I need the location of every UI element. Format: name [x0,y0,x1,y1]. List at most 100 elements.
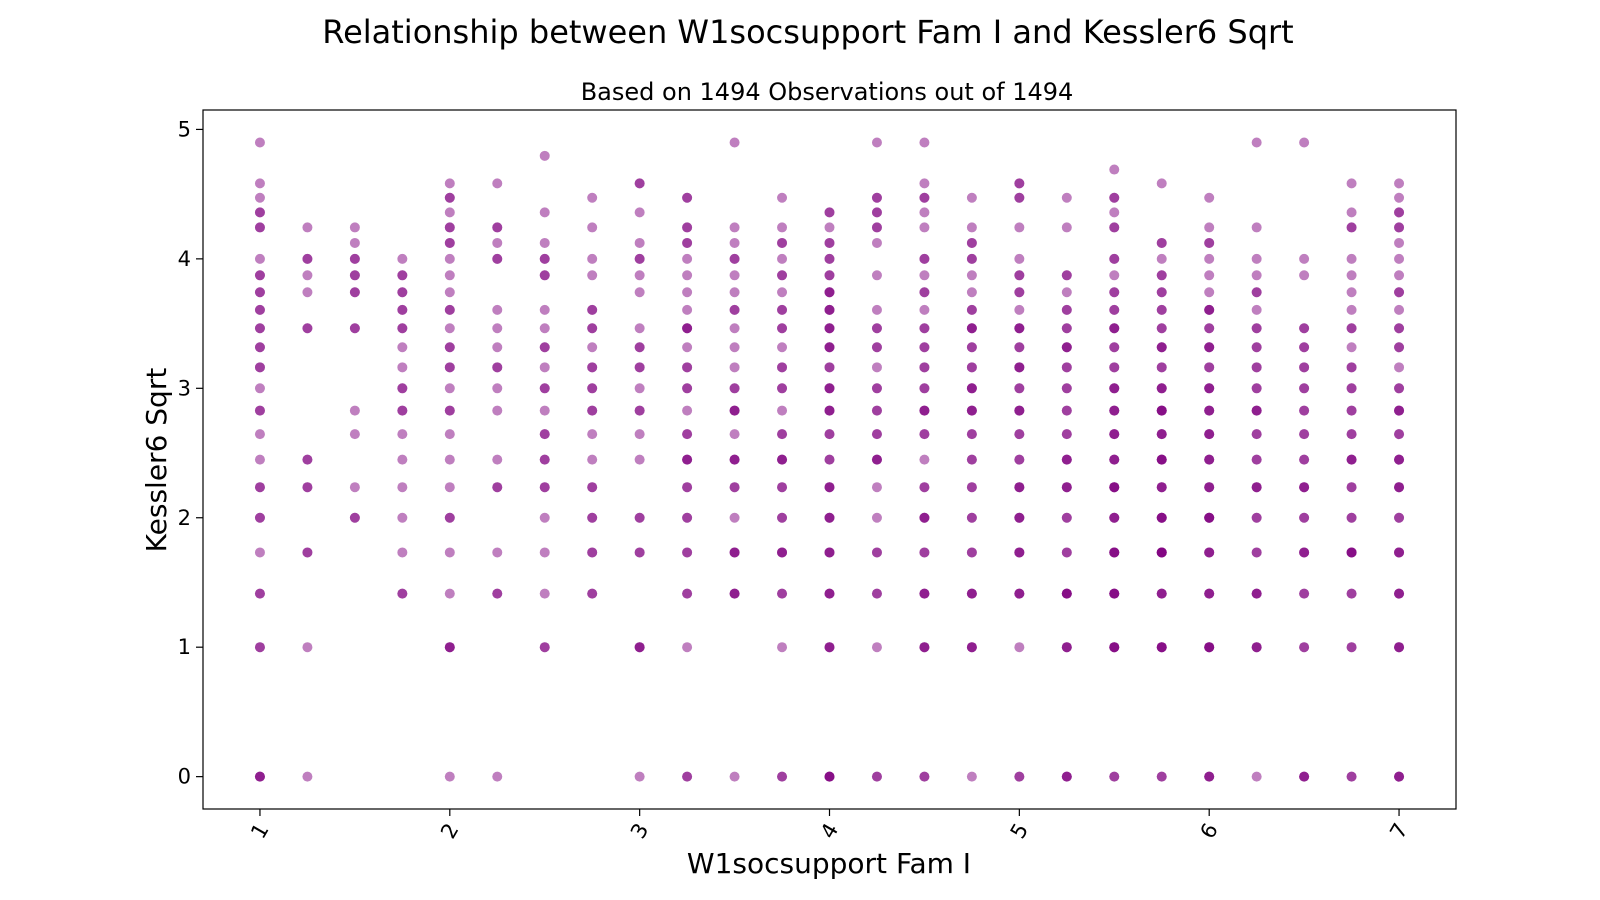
data-point [1014,588,1025,599]
data-point [824,287,835,298]
data-point [1394,383,1405,394]
data-point [729,588,740,599]
data-point [1109,164,1120,175]
data-point [254,342,265,353]
data-point [634,287,645,298]
data-point [1061,323,1072,334]
data-point [302,270,313,281]
data-point [444,304,455,315]
data-point [966,287,977,298]
data-point [1251,642,1262,653]
data-point [824,342,835,353]
data-point [966,429,977,440]
data-point [871,642,882,653]
data-point [777,383,788,394]
data-point [1204,405,1215,416]
data-point [397,270,408,281]
data-point [1299,383,1310,394]
data-point [1346,253,1357,264]
data-point [492,304,503,315]
data-point [539,405,550,416]
data-point [444,547,455,558]
data-point [539,270,550,281]
data-point [682,512,693,523]
data-point [1061,304,1072,315]
data-point [919,454,930,465]
data-point [1109,429,1120,440]
y-tick-label: 3 [178,376,191,400]
data-point [444,178,455,189]
data-point [871,342,882,353]
data-point [634,547,645,558]
data-point [729,482,740,493]
data-point [1204,771,1215,782]
data-point [444,207,455,218]
data-point [1109,270,1120,281]
data-point [1109,547,1120,558]
data-point [1394,178,1405,189]
data-point [919,287,930,298]
data-point [682,222,693,233]
data-point [1061,454,1072,465]
data-point [254,304,265,315]
data-point [1251,304,1262,315]
x-tick-label: 4 [816,819,843,843]
data-point [682,547,693,558]
data-point [777,429,788,440]
data-point [1394,454,1405,465]
data-point [634,405,645,416]
data-point [1204,253,1215,264]
data-point [492,383,503,394]
data-point [1251,137,1262,148]
data-point [682,287,693,298]
data-point [539,547,550,558]
data-point [871,405,882,416]
data-point [397,482,408,493]
data-point [824,253,835,264]
data-point [682,454,693,465]
data-point [966,342,977,353]
data-point [492,253,503,264]
data-point [1299,429,1310,440]
data-point [1014,429,1025,440]
data-point [397,287,408,298]
data-point [919,192,930,203]
data-point [634,178,645,189]
data-point [777,287,788,298]
data-point [492,323,503,334]
data-point [444,253,455,264]
data-point [1014,192,1025,203]
data-point [349,253,360,264]
data-point [1251,362,1262,373]
data-point [871,454,882,465]
data-point [397,512,408,523]
data-point [397,405,408,416]
data-point [1394,304,1405,315]
data-point [254,429,265,440]
data-point [634,342,645,353]
data-point [966,237,977,248]
x-axis: 1 2 3 4 5 6 7 [246,809,1413,843]
data-point [254,588,265,599]
data-point [1156,253,1167,264]
data-point [254,270,265,281]
data-point [1109,304,1120,315]
data-point [587,253,598,264]
data-point [777,547,788,558]
data-point [1394,342,1405,353]
data-point [966,304,977,315]
data-point [871,588,882,599]
data-point [444,512,455,523]
data-point [919,342,930,353]
data-point [444,482,455,493]
data-point [966,383,977,394]
data-point [966,192,977,203]
data-point [1251,405,1262,416]
data-point [1394,287,1405,298]
data-point [777,270,788,281]
data-point [492,771,503,782]
data-point [1061,642,1072,653]
data-point [777,253,788,264]
data-point [397,342,408,353]
